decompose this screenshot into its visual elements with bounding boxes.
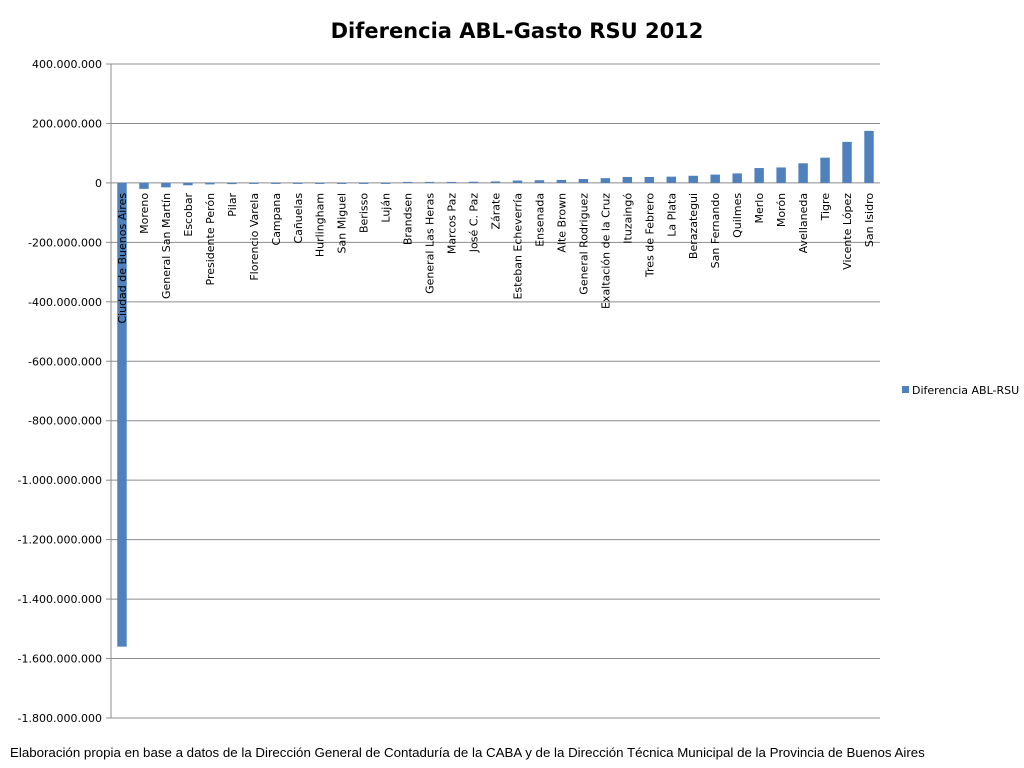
bar	[468, 181, 479, 183]
category-label: Luján	[380, 193, 393, 223]
category-label: Brandsen	[402, 193, 415, 245]
category-label: José C. Paz	[468, 193, 481, 254]
category-label: General San Martín	[160, 193, 173, 299]
gridlines	[111, 63, 880, 719]
bar	[271, 182, 281, 184]
y-tick-label: -1.600.000.000	[18, 653, 102, 666]
category-label: Exaltación de la Cruz	[599, 193, 612, 309]
y-tick-label: -200.000.000	[28, 236, 102, 249]
category-label: General Las Heras	[424, 193, 437, 294]
legend: Diferencia ABL-RSU	[902, 384, 1019, 397]
category-label: San Isidro	[863, 193, 876, 247]
bar	[534, 180, 545, 183]
category-label: La Plata	[665, 193, 678, 237]
category-label: Ciudad de Buenos Aires	[116, 193, 129, 324]
category-label: Avellaneda	[797, 193, 810, 253]
bar	[776, 167, 786, 183]
bar	[578, 179, 589, 183]
bar	[402, 181, 413, 183]
y-tick-label: -1.200.000.000	[18, 534, 102, 547]
bar	[249, 182, 259, 184]
bar-chart: Diferencia ABL-Gasto RSU 2012 400.000.00…	[18, 19, 1020, 725]
y-tick-label: -800.000.000	[28, 415, 102, 428]
category-label: San Fernando	[709, 193, 722, 269]
bar	[556, 179, 567, 183]
bar	[358, 182, 369, 184]
category-label: Pilar	[226, 192, 239, 216]
y-tick-label: -400.000.000	[28, 296, 102, 309]
y-tick-label: -600.000.000	[28, 355, 102, 368]
y-tick-label: -1.800.000.000	[18, 712, 102, 725]
bar	[227, 182, 237, 185]
category-label: Hurlingham	[314, 193, 327, 257]
category-label: Zárate	[490, 193, 503, 230]
bar	[688, 175, 698, 183]
category-label: San Miguel	[336, 193, 349, 254]
category-label: Tres de Febrero	[643, 193, 656, 278]
category-label: Berazategui	[687, 193, 700, 259]
bar	[315, 182, 325, 184]
category-label: Alte Brown	[555, 193, 568, 253]
bar	[161, 182, 171, 188]
category-label: Ituzaingó	[621, 193, 634, 244]
bar	[798, 163, 808, 183]
bar	[183, 182, 193, 186]
bar	[820, 157, 830, 183]
bars	[117, 130, 874, 647]
bar	[490, 181, 501, 183]
bar	[622, 176, 633, 183]
bar	[842, 141, 852, 183]
bar	[446, 181, 457, 183]
bar	[600, 178, 611, 183]
category-label: Campana	[270, 193, 283, 246]
category-label: Moreno	[138, 193, 151, 234]
category-label: Presidente Perón	[204, 193, 217, 286]
category-label: Morón	[775, 193, 788, 227]
category-label: General Rodriguez	[577, 193, 590, 295]
category-label: Marcos Paz	[446, 193, 459, 254]
category-labels: Ciudad de Buenos Aires Moreno General San …	[116, 192, 876, 323]
category-label: Tigre	[819, 193, 832, 222]
bar	[380, 182, 391, 184]
category-label: Cañuelas	[292, 193, 305, 244]
category-label: Vicente López	[841, 193, 854, 270]
y-axis: 400.000.000 200.000.000 0 -200.000.000 -400.…	[18, 58, 112, 725]
y-tick-label: 200.000.000	[32, 117, 102, 130]
category-label: Merlo	[753, 193, 766, 224]
category-label: Ensenada	[533, 193, 546, 247]
bar	[666, 176, 676, 183]
bar	[424, 181, 435, 183]
bar	[139, 182, 149, 189]
y-tick-label: 400.000.000	[32, 58, 102, 71]
legend-swatch	[902, 386, 909, 393]
bar	[336, 182, 347, 184]
bar	[117, 182, 127, 647]
chart-title: Diferencia ABL-Gasto RSU 2012	[331, 19, 704, 43]
legend-label: Diferencia ABL-RSU	[912, 384, 1019, 397]
y-tick-label: -1.400.000.000	[18, 593, 102, 606]
y-tick-label: 0	[95, 177, 102, 190]
source-footnote: Elaboración propia en base a datos de la…	[10, 745, 925, 760]
bar	[864, 130, 874, 183]
bar	[205, 182, 215, 185]
bar	[512, 180, 523, 183]
y-tick-label: -1.000.000.000	[18, 474, 102, 487]
category-label: Quilmes	[731, 193, 744, 238]
category-label: Florencio Varela	[248, 193, 261, 281]
bar	[732, 173, 742, 183]
bar	[293, 182, 303, 184]
category-label: Esteban Echeverría	[511, 193, 524, 300]
category-label: Berisso	[358, 193, 371, 233]
bar	[644, 176, 655, 183]
category-label: Escobar	[182, 192, 195, 236]
bar	[710, 174, 720, 183]
bar	[754, 168, 764, 183]
